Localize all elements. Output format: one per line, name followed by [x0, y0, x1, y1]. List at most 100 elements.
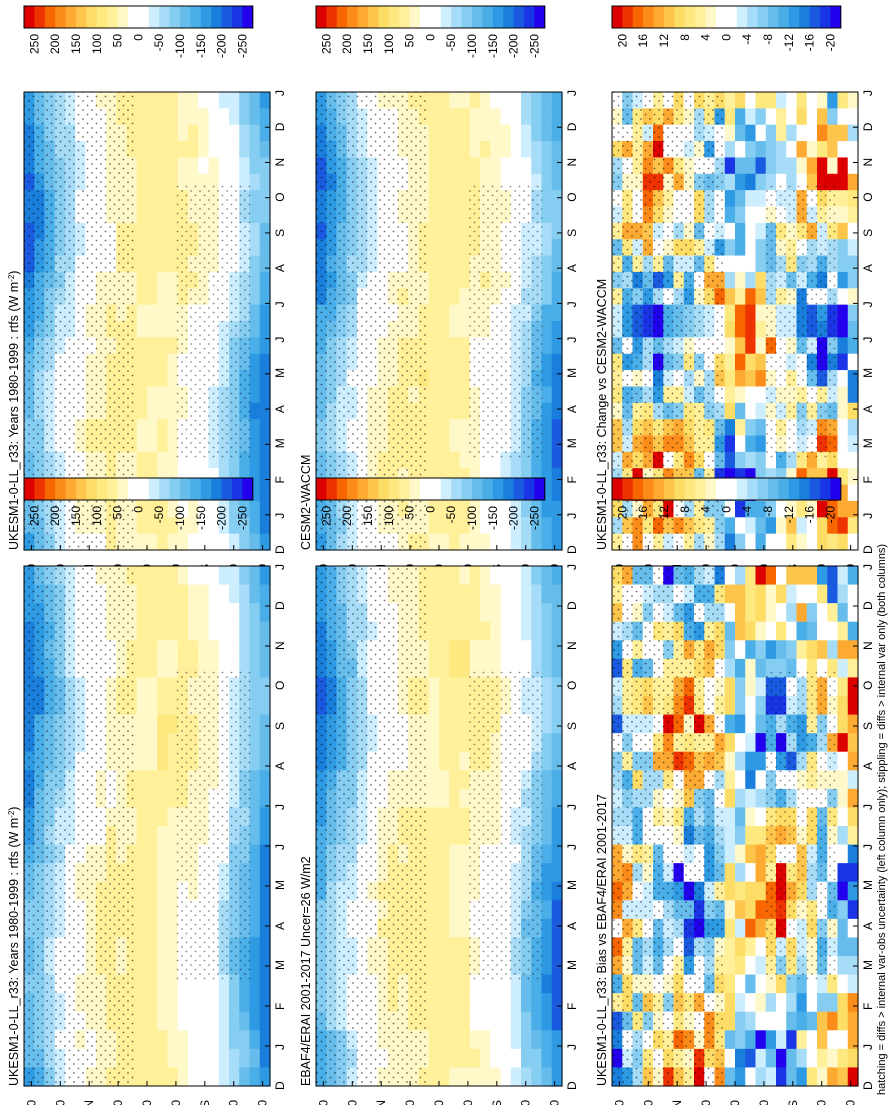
heatmap-cell	[531, 1067, 543, 1087]
heatmap-cell	[167, 844, 179, 864]
heatmap-cell	[500, 658, 512, 679]
heatmap-cell	[188, 173, 199, 191]
heatmap-cell	[541, 1067, 553, 1087]
heatmap-cell	[218, 108, 230, 126]
heatmap-cell	[157, 900, 169, 920]
heatmap-cell	[847, 157, 859, 175]
colorbar-label: 100	[90, 506, 104, 526]
heatmap-cell	[167, 533, 179, 551]
heatmap-cell	[239, 92, 251, 109]
heatmap-cell	[167, 807, 179, 827]
colorbar-swatch	[378, 478, 390, 500]
heatmap-cell	[459, 1048, 471, 1069]
colorbar-swatch	[148, 478, 160, 500]
colorbar-swatch	[440, 478, 452, 500]
heatmap-cell	[541, 807, 553, 827]
heatmap-cell	[157, 157, 169, 175]
heatmap-cell	[500, 621, 512, 641]
heatmap-cell	[806, 640, 818, 660]
heatmap-cell	[521, 500, 532, 518]
heatmap-cell	[541, 974, 553, 994]
heatmap-cell	[439, 751, 450, 771]
heatmap-cell	[177, 533, 189, 551]
colorbar-swatch	[231, 6, 243, 28]
colorbar-label: 100	[382, 34, 396, 54]
heatmap-cell	[188, 566, 199, 586]
heatmap-cell	[239, 1011, 251, 1031]
heatmap-cell	[847, 500, 859, 518]
heatmap-cell	[724, 956, 736, 976]
heatmap-cell	[439, 584, 450, 604]
heatmap-cell	[776, 173, 787, 191]
heatmap-cell	[167, 677, 179, 697]
heatmap-cell	[817, 974, 828, 994]
heatmap-cell	[724, 533, 736, 551]
heatmap-cell	[724, 321, 736, 338]
colorbar-label: -20	[823, 506, 837, 524]
heatmap-cell	[428, 190, 440, 208]
heatmap-cell	[439, 304, 450, 322]
colorbar-swatch	[736, 6, 748, 28]
heatmap-cell	[469, 157, 481, 175]
heatmap-cell	[745, 1067, 757, 1087]
heatmap-cell	[837, 108, 849, 126]
heatmap-cell	[541, 386, 553, 404]
heatmap-cell	[439, 918, 450, 939]
colorbar-swatch	[190, 478, 202, 500]
month-tick-label: S	[565, 229, 579, 237]
heatmap-cell	[847, 124, 859, 142]
heatmap-cell	[480, 92, 491, 109]
heatmap-cell	[551, 751, 563, 771]
heatmap-cell	[724, 974, 736, 994]
heatmap-cell	[806, 1030, 818, 1050]
heatmap-cell	[136, 92, 148, 109]
heatmap-cell	[745, 239, 757, 257]
heatmap-cell	[490, 1048, 502, 1069]
heatmap-cell	[428, 141, 440, 159]
heatmap-cell	[551, 419, 563, 437]
colorbar-frame	[611, 477, 842, 501]
heatmap-cell	[724, 918, 736, 939]
month-tick-label: J	[273, 564, 287, 570]
heatmap-cell	[439, 370, 450, 388]
heatmap-cell	[439, 239, 450, 257]
heatmap-cell	[147, 788, 158, 809]
heatmap-cell	[724, 603, 736, 623]
heatmap-cell	[239, 141, 251, 159]
heatmap-cell	[765, 974, 777, 994]
heatmap-cell	[177, 1011, 189, 1031]
heatmap-cell	[428, 288, 440, 306]
heatmap-cell	[847, 386, 859, 404]
heatmap-cell	[551, 386, 563, 404]
heatmap-cell	[229, 603, 240, 623]
colorbar: 250 200 150 100 50 0 -50 -100 -150 -200 -250	[315, 5, 546, 58]
heatmap-cell	[551, 770, 563, 790]
heatmap-cell	[786, 1011, 798, 1031]
heatmap-cell	[167, 451, 179, 469]
heatmap-cell	[480, 974, 491, 994]
heatmap-cell	[249, 517, 261, 535]
heatmap-cell	[259, 206, 271, 224]
heatmap-cell	[136, 288, 148, 306]
colorbar-swatch	[430, 6, 442, 28]
heatmap-cell	[847, 658, 859, 679]
heatmap-cell	[157, 517, 169, 535]
heatmap-cell	[428, 658, 440, 679]
heatmap-cell	[188, 1030, 199, 1050]
heatmap-cell	[439, 271, 450, 289]
heatmap-cell	[249, 956, 261, 976]
heatmap-cell	[541, 108, 553, 126]
heatmap-cell	[229, 141, 240, 159]
colorbar-label: -100	[173, 34, 187, 58]
heatmap-cell	[147, 584, 158, 604]
colorbar-swatch	[34, 6, 46, 28]
heatmap-cell	[827, 993, 839, 1013]
heatmap-cell	[249, 584, 261, 604]
colorbar-swatch	[117, 6, 129, 28]
heatmap-cell	[541, 844, 553, 864]
colorbar-label: -8	[761, 34, 775, 45]
heatmap-cell	[249, 807, 261, 827]
heatmap-cell	[786, 658, 798, 679]
panel-title: UKESM1-0-LL_r33: Years 1980-1999 : rtfs …	[7, 807, 22, 1086]
heatmap-cell	[249, 321, 261, 338]
